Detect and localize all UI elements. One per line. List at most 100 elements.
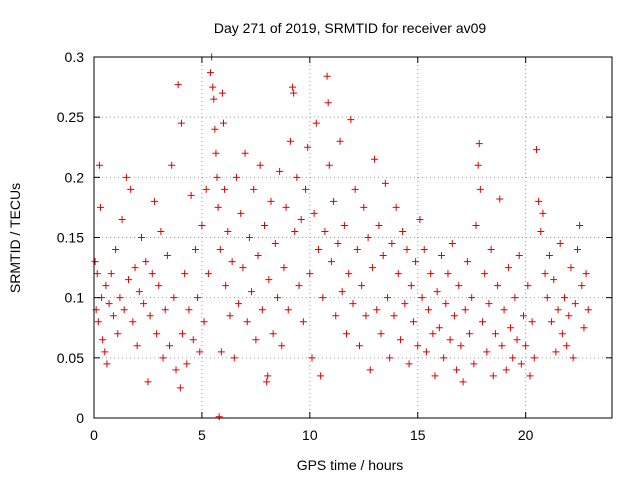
data-point (479, 318, 486, 326)
y-tick-label: 0.1 (65, 290, 85, 306)
data-point (511, 294, 519, 302)
data-point (483, 348, 491, 356)
data-point (450, 312, 458, 320)
y-tick-label: 0.2 (65, 169, 85, 185)
data-point (116, 294, 124, 302)
data-point (475, 140, 483, 148)
data-point (550, 276, 558, 284)
data-point (409, 318, 417, 326)
data-point (159, 354, 167, 362)
data-point (127, 185, 135, 193)
data-point (472, 221, 480, 229)
data-point (416, 215, 424, 223)
data-point (218, 89, 226, 97)
data-point (107, 270, 115, 278)
y-tick-label: 0.25 (57, 109, 84, 125)
data-point (157, 227, 165, 235)
data-point (379, 252, 387, 260)
data-point (248, 288, 256, 296)
data-point (198, 221, 206, 229)
data-point (558, 330, 566, 338)
data-point (170, 294, 178, 302)
data-point (435, 324, 443, 332)
data-point (545, 252, 553, 260)
data-point (528, 318, 536, 326)
data-point (399, 227, 407, 235)
data-point (324, 99, 332, 107)
data-point (457, 342, 465, 350)
data-point (355, 342, 363, 350)
data-point (133, 342, 141, 350)
data-point (269, 330, 277, 338)
data-point (327, 258, 335, 266)
data-point (429, 330, 437, 338)
data-point (265, 276, 273, 284)
data-point (509, 354, 517, 362)
data-point (481, 270, 489, 278)
data-point (455, 282, 463, 290)
data-point (507, 324, 515, 332)
data-point (453, 366, 461, 374)
data-point (567, 264, 575, 272)
data-point (552, 348, 560, 356)
data-point (569, 354, 577, 362)
data-point (96, 203, 104, 211)
data-point (289, 83, 297, 91)
data-point (267, 197, 275, 205)
data-point (280, 264, 288, 272)
data-point (137, 234, 145, 241)
data-point (371, 155, 379, 163)
data-point (349, 300, 357, 308)
data-point (304, 143, 312, 151)
data-point (517, 360, 525, 368)
data-point (319, 294, 327, 302)
data-point (216, 246, 224, 254)
data-point (177, 119, 185, 127)
data-point (144, 378, 152, 386)
data-point (489, 372, 497, 380)
data-point (470, 360, 478, 368)
data-points (91, 53, 592, 421)
data-point (187, 191, 195, 199)
data-point (330, 197, 338, 205)
data-point (446, 336, 454, 344)
data-point (403, 246, 411, 254)
data-point (474, 161, 482, 169)
data-point (209, 83, 217, 91)
data-point (502, 366, 510, 374)
data-point (245, 234, 253, 241)
data-point (386, 354, 394, 362)
data-point (554, 306, 562, 314)
data-point (368, 264, 376, 272)
data-point (217, 348, 225, 356)
data-point (360, 203, 368, 211)
data-point (150, 197, 158, 205)
data-point (273, 294, 281, 302)
data-point (375, 221, 383, 229)
data-point (541, 270, 549, 278)
data-point (114, 330, 122, 338)
data-point (422, 348, 430, 356)
data-point (437, 252, 445, 260)
data-point (286, 137, 294, 145)
data-point (299, 318, 307, 326)
data-point (120, 306, 128, 314)
x-tick-label: 20 (518, 427, 534, 443)
data-point (163, 252, 171, 260)
data-point (582, 270, 590, 278)
data-point (183, 360, 191, 368)
x-tick-label: 5 (198, 427, 206, 443)
data-point (235, 300, 243, 308)
data-point (351, 185, 359, 193)
data-point (321, 227, 329, 235)
data-point (461, 306, 469, 314)
data-point (494, 282, 502, 290)
data-point (407, 282, 415, 290)
data-point (565, 312, 573, 320)
data-point (362, 312, 370, 320)
data-point (584, 306, 592, 314)
data-point (366, 366, 374, 374)
data-point (427, 270, 435, 278)
data-point (222, 282, 230, 290)
